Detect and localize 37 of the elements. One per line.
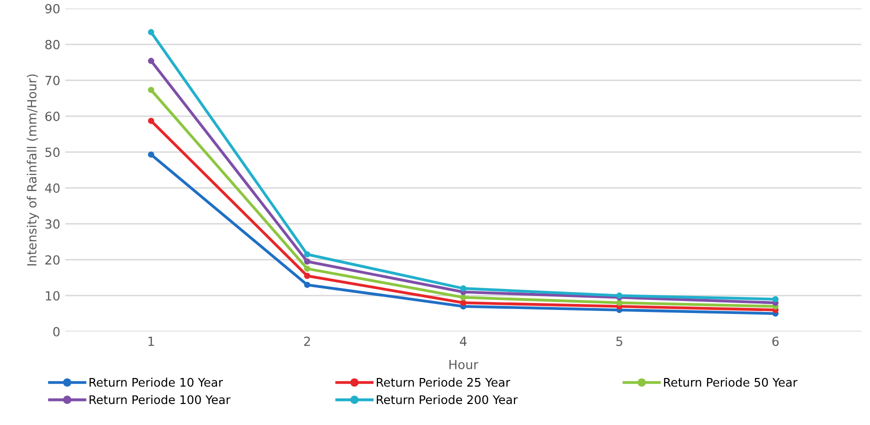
point xyxy=(148,151,154,158)
legend-label: Return Periode 200 Year xyxy=(376,394,518,404)
y-tick-label: 0 xyxy=(53,326,60,336)
point xyxy=(304,258,310,265)
point xyxy=(148,58,154,64)
y-tick-label: 60 xyxy=(45,112,60,122)
point xyxy=(304,272,310,279)
legend-label: Return Periode 25 Year xyxy=(376,378,510,387)
y-tick-label: 10 xyxy=(46,291,60,301)
x-tick-label: 1 xyxy=(148,336,154,346)
legend-label: Return Periode 10 Year xyxy=(90,378,223,387)
x-tick-label: 2 xyxy=(304,336,310,346)
x-tick-label: 6 xyxy=(772,336,779,346)
y-tick-label: 20 xyxy=(45,255,60,265)
y-tick-label: 40 xyxy=(45,183,60,193)
y-tick-label: 80 xyxy=(45,40,60,50)
x-tick-label: 5 xyxy=(616,336,622,346)
point xyxy=(460,294,466,301)
y-tick-label: 70 xyxy=(46,76,60,86)
point xyxy=(616,300,622,306)
point xyxy=(304,251,310,258)
x-tick-label: 4 xyxy=(460,336,467,346)
y-tick-label: 50 xyxy=(45,148,60,157)
point xyxy=(460,300,466,306)
point xyxy=(460,285,466,292)
point xyxy=(148,29,154,36)
y-tick-label: 90 xyxy=(45,4,60,14)
legend-label: Return Periode 100 Year xyxy=(90,394,230,404)
legend-label: Return Periode 50 Year xyxy=(664,378,798,387)
x-axis-title: Hour xyxy=(449,360,478,370)
y-axis-title: Intensity of Rainfall (mm/Hour) xyxy=(26,74,39,266)
y-tick-label: 30 xyxy=(45,219,60,229)
point xyxy=(148,118,154,124)
point xyxy=(304,266,310,272)
point xyxy=(304,282,310,288)
point xyxy=(148,86,154,94)
point xyxy=(772,296,779,302)
